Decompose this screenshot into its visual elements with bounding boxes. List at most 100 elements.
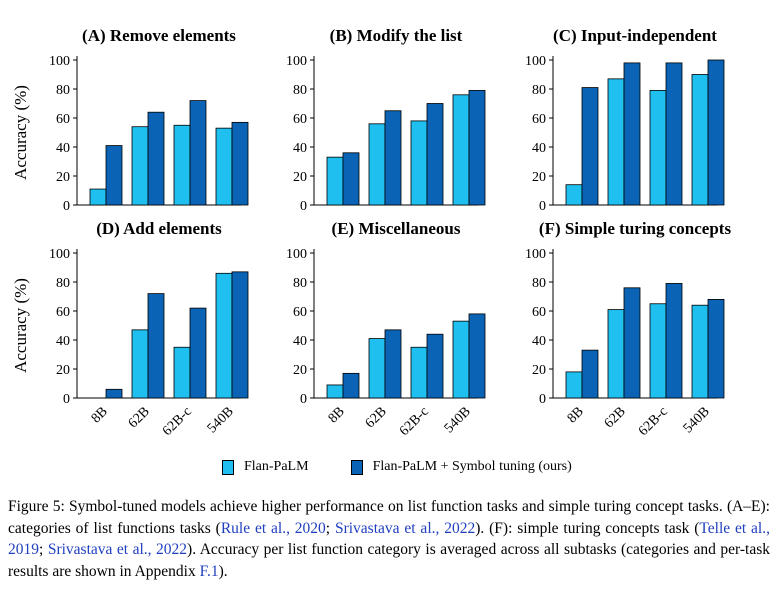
citation-link[interactable]: Srivastava et al., 2022 xyxy=(334,519,476,537)
panel-title: (B) Modify the list xyxy=(330,26,463,45)
y-tick-label: 20 xyxy=(532,170,546,185)
figure-caption: Figure 5: Symbol-tuned models achieve hi… xyxy=(8,496,770,582)
bar-symbol xyxy=(581,87,599,206)
legend-label-symbol: Flan-PaLM + Symbol tuning (ours) xyxy=(372,459,572,474)
y-axis-label: Accuracy (%) xyxy=(11,85,30,180)
bar-flan xyxy=(691,304,709,399)
citation-link[interactable]: Telle et al., 2019 xyxy=(8,519,770,559)
y-tick-label: 100 xyxy=(525,54,546,69)
y-tick-label: 20 xyxy=(532,363,546,378)
chart-panel: (A) Remove elements 0 20 40 60 80 100 Accuracy … xyxy=(11,26,249,214)
legend-swatch-flan xyxy=(222,459,234,475)
y-tick-label: 0 xyxy=(539,199,546,214)
bar-flan xyxy=(691,74,709,206)
bar-symbol xyxy=(384,110,402,206)
bar-symbol xyxy=(231,121,249,206)
chart-panel: (C) Input-independent 0 20 40 60 80 100 xyxy=(525,26,725,214)
y-tick-label: 80 xyxy=(532,276,546,291)
chart-panel: (D) Add elements 0 20 40 60 80 100 Accuracy (%)… xyxy=(11,219,249,439)
y-tick-label: 40 xyxy=(56,141,70,156)
y-tick-label: 0 xyxy=(300,392,307,407)
x-tick-label: 62B xyxy=(126,404,153,431)
x-tick-label: 62B-c xyxy=(636,404,671,439)
bar-flan xyxy=(452,320,470,399)
panel-title: (E) Miscellaneous xyxy=(332,219,461,238)
panel-title: (C) Input-independent xyxy=(553,26,717,45)
x-tick-label: 8B xyxy=(565,404,587,426)
y-tick-label: 100 xyxy=(49,54,70,69)
bar-flan xyxy=(452,94,470,206)
bar-symbol xyxy=(468,313,486,399)
bar-flan xyxy=(410,120,428,206)
y-tick-label: 60 xyxy=(293,112,307,127)
bar-symbol xyxy=(342,372,360,399)
bar-symbol xyxy=(105,145,123,206)
bar-symbol xyxy=(707,298,725,399)
y-tick-label: 60 xyxy=(532,112,546,127)
bar-symbol xyxy=(665,62,683,206)
bar-flan xyxy=(565,184,583,206)
y-tick-label: 80 xyxy=(293,83,307,98)
y-tick-label: 0 xyxy=(63,199,70,214)
citation-link[interactable]: Rule et al., 2020 xyxy=(220,519,326,537)
y-tick-label: 40 xyxy=(532,141,546,156)
x-tick-label: 62B xyxy=(602,404,629,431)
caption-text: ; xyxy=(325,519,335,537)
y-tick-label: 100 xyxy=(286,54,307,69)
bar-flan xyxy=(173,124,191,206)
bar-flan xyxy=(326,384,344,399)
bar-flan xyxy=(131,329,149,399)
bar-symbol xyxy=(623,287,641,399)
x-tick-label: 540B xyxy=(442,404,474,436)
x-tick-label: 8B xyxy=(326,404,348,426)
appendix-link[interactable]: F.1 xyxy=(199,562,219,580)
bar-symbol xyxy=(189,307,207,399)
y-tick-label: 20 xyxy=(56,170,70,185)
bar-symbol xyxy=(426,103,444,206)
y-tick-label: 80 xyxy=(56,276,70,291)
y-tick-label: 20 xyxy=(293,170,307,185)
bar-flan xyxy=(565,371,583,399)
bar-flan xyxy=(410,346,428,399)
panel-title: (A) Remove elements xyxy=(82,26,236,45)
y-tick-label: 40 xyxy=(293,141,307,156)
legend: Flan-PaLM Flan-PaLM + Symbol tuning (our… xyxy=(222,456,614,478)
bar-flan xyxy=(607,78,625,206)
y-tick-label: 60 xyxy=(532,305,546,320)
bar-symbol xyxy=(581,349,599,399)
caption-text: ). xyxy=(218,562,228,580)
bar-symbol xyxy=(707,59,725,206)
y-tick-label: 80 xyxy=(532,83,546,98)
bar-symbol xyxy=(189,100,207,206)
bar-flan xyxy=(131,126,149,206)
figure-panels: (A) Remove elements 0 20 40 60 80 100 Accuracy … xyxy=(11,26,731,439)
y-tick-label: 0 xyxy=(63,392,70,407)
x-tick-label: 62B xyxy=(363,404,390,431)
caption-text: ). Accuracy per list function category i… xyxy=(8,541,770,580)
caption-text: Figure 5: Symbol-tuned models achieve hi… xyxy=(8,498,770,537)
bar-symbol xyxy=(342,152,360,206)
x-tick-label: 62B-c xyxy=(397,404,432,439)
chart-panel: (B) Modify the list 0 20 40 60 80 100 xyxy=(286,26,486,214)
bar-flan xyxy=(326,156,344,206)
y-tick-label: 20 xyxy=(293,363,307,378)
caption-text: ). (F): simple turing concepts task ( xyxy=(475,519,700,537)
bar-flan xyxy=(89,188,107,206)
y-tick-label: 40 xyxy=(293,334,307,349)
bar-symbol xyxy=(147,111,165,206)
bar-flan xyxy=(173,346,191,399)
citation-link[interactable]: Srivastava et al., 2022 xyxy=(47,541,188,558)
x-tick-label: 540B xyxy=(681,404,713,436)
y-tick-label: 100 xyxy=(286,247,307,262)
bar-flan xyxy=(649,303,667,399)
y-tick-label: 60 xyxy=(56,112,70,127)
y-tick-label: 20 xyxy=(56,363,70,378)
legend-item-flan: Flan-PaLM xyxy=(222,459,309,475)
y-axis-label: Accuracy (%) xyxy=(11,278,30,373)
bar-flan xyxy=(649,90,667,206)
panel-title: (D) Add elements xyxy=(96,219,222,238)
chart-panel: (E) Miscellaneous 0 20 40 60 80 100 8B 62B 62B-c 5… xyxy=(286,219,486,439)
x-tick-label: 540B xyxy=(205,404,237,436)
y-tick-label: 60 xyxy=(293,305,307,320)
chart-panel: (F) Simple turing concepts 0 20 40 60 80 100 8B… xyxy=(525,219,731,439)
